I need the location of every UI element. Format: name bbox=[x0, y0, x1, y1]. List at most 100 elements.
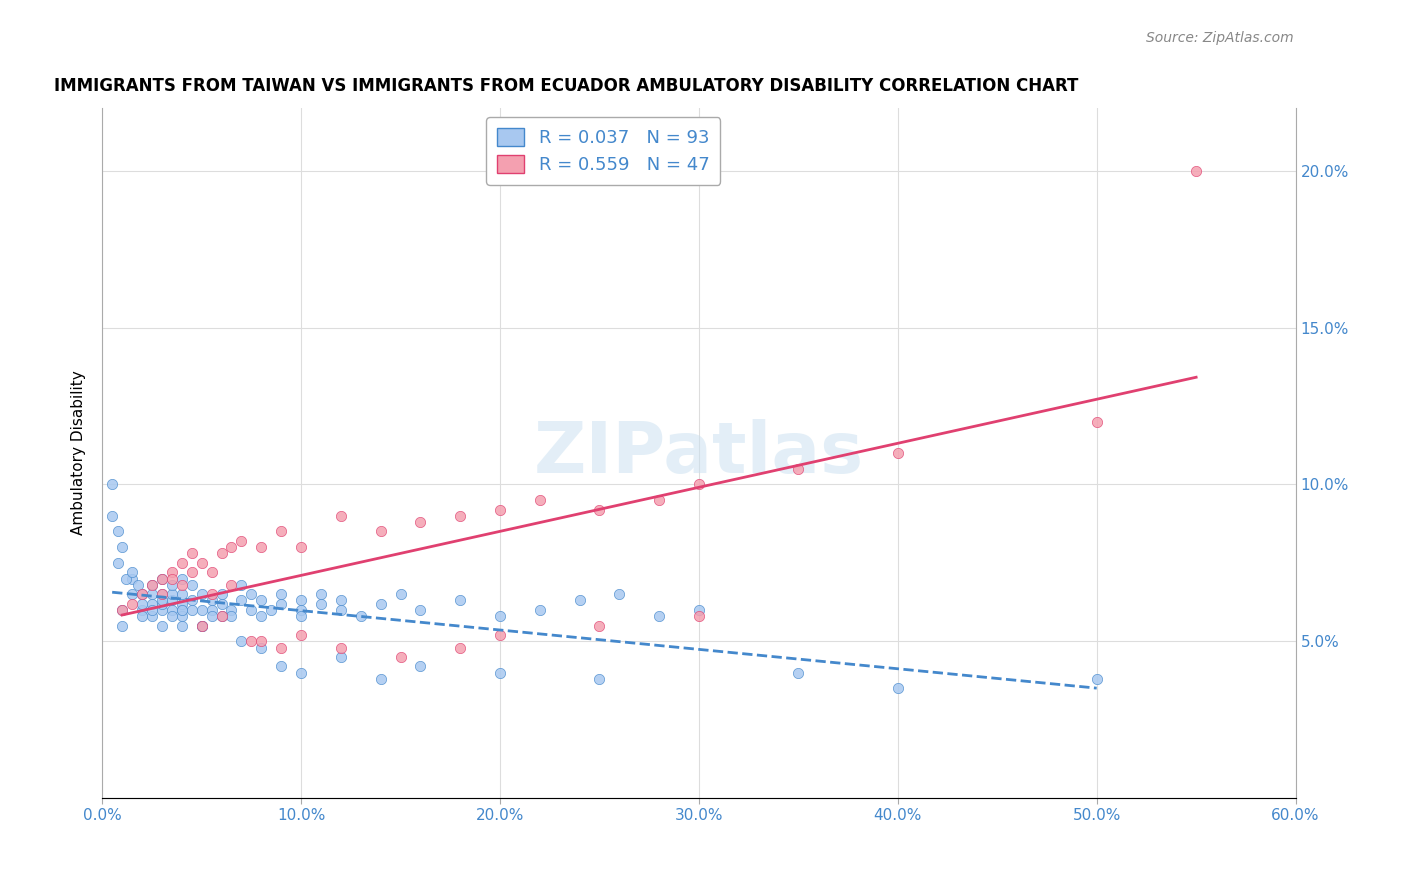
Point bbox=[190, 587, 212, 601]
Point bbox=[180, 578, 202, 592]
Point bbox=[170, 597, 193, 611]
Point bbox=[688, 603, 710, 617]
Point bbox=[111, 540, 134, 554]
Text: IMMIGRANTS FROM TAIWAN VS IMMIGRANTS FROM ECUADOR AMBULATORY DISABILITY CORRELAT: IMMIGRANTS FROM TAIWAN VS IMMIGRANTS FRO… bbox=[55, 78, 1078, 95]
Point bbox=[309, 597, 332, 611]
Point bbox=[449, 640, 471, 655]
Point bbox=[449, 508, 471, 523]
Point bbox=[160, 593, 183, 607]
Point bbox=[180, 566, 202, 580]
Point bbox=[290, 603, 312, 617]
Point bbox=[115, 572, 138, 586]
Point bbox=[201, 603, 224, 617]
Point bbox=[588, 502, 610, 516]
Point bbox=[201, 566, 224, 580]
Point bbox=[250, 609, 273, 624]
Point bbox=[290, 665, 312, 680]
Point bbox=[270, 640, 292, 655]
Point bbox=[150, 603, 173, 617]
Point bbox=[211, 546, 233, 560]
Point bbox=[170, 618, 193, 632]
Point bbox=[231, 533, 253, 548]
Point bbox=[250, 640, 273, 655]
Point bbox=[588, 672, 610, 686]
Point bbox=[231, 578, 253, 592]
Point bbox=[101, 477, 124, 491]
Point bbox=[150, 587, 173, 601]
Point bbox=[529, 603, 551, 617]
Point bbox=[270, 587, 292, 601]
Point bbox=[180, 603, 202, 617]
Point bbox=[250, 593, 273, 607]
Point bbox=[201, 593, 224, 607]
Point bbox=[290, 593, 312, 607]
Point bbox=[201, 609, 224, 624]
Point bbox=[221, 603, 243, 617]
Point bbox=[211, 609, 233, 624]
Point bbox=[190, 603, 212, 617]
Point bbox=[141, 597, 163, 611]
Point bbox=[150, 618, 173, 632]
Point bbox=[190, 618, 212, 632]
Point bbox=[1185, 164, 1208, 178]
Point bbox=[260, 603, 283, 617]
Point bbox=[648, 493, 671, 508]
Point bbox=[688, 477, 710, 491]
Point bbox=[190, 618, 212, 632]
Point bbox=[170, 603, 193, 617]
Point bbox=[489, 609, 512, 624]
Point bbox=[141, 578, 163, 592]
Point bbox=[250, 540, 273, 554]
Point bbox=[121, 597, 143, 611]
Point bbox=[221, 578, 243, 592]
Point bbox=[389, 587, 412, 601]
Point bbox=[160, 566, 183, 580]
Point bbox=[1085, 415, 1108, 429]
Point bbox=[170, 603, 193, 617]
Point bbox=[141, 587, 163, 601]
Point bbox=[607, 587, 630, 601]
Point bbox=[180, 546, 202, 560]
Point bbox=[329, 603, 352, 617]
Point bbox=[688, 609, 710, 624]
Point bbox=[409, 659, 432, 673]
Point bbox=[131, 609, 153, 624]
Point bbox=[787, 462, 810, 476]
Legend: R = 0.037   N = 93, R = 0.559   N = 47: R = 0.037 N = 93, R = 0.559 N = 47 bbox=[486, 117, 720, 185]
Point bbox=[170, 572, 193, 586]
Point bbox=[329, 508, 352, 523]
Text: ZIPatlas: ZIPatlas bbox=[534, 418, 863, 488]
Point bbox=[221, 609, 243, 624]
Point bbox=[101, 508, 124, 523]
Point bbox=[150, 587, 173, 601]
Point bbox=[489, 502, 512, 516]
Point bbox=[449, 593, 471, 607]
Point bbox=[201, 587, 224, 601]
Point bbox=[121, 572, 143, 586]
Point bbox=[160, 572, 183, 586]
Point bbox=[568, 593, 591, 607]
Point bbox=[329, 640, 352, 655]
Point bbox=[221, 540, 243, 554]
Point bbox=[240, 634, 263, 648]
Point bbox=[180, 593, 202, 607]
Point bbox=[211, 587, 233, 601]
Point bbox=[1085, 672, 1108, 686]
Point bbox=[887, 681, 910, 696]
Point bbox=[150, 597, 173, 611]
Point bbox=[170, 609, 193, 624]
Y-axis label: Ambulatory Disability: Ambulatory Disability bbox=[72, 371, 86, 535]
Point bbox=[389, 649, 412, 664]
Point bbox=[370, 672, 392, 686]
Point bbox=[588, 618, 610, 632]
Point bbox=[211, 597, 233, 611]
Point bbox=[170, 578, 193, 592]
Point bbox=[170, 556, 193, 570]
Point bbox=[141, 578, 163, 592]
Point bbox=[270, 524, 292, 539]
Point bbox=[111, 603, 134, 617]
Point bbox=[887, 446, 910, 460]
Point bbox=[350, 609, 373, 624]
Point bbox=[150, 572, 173, 586]
Point bbox=[121, 566, 143, 580]
